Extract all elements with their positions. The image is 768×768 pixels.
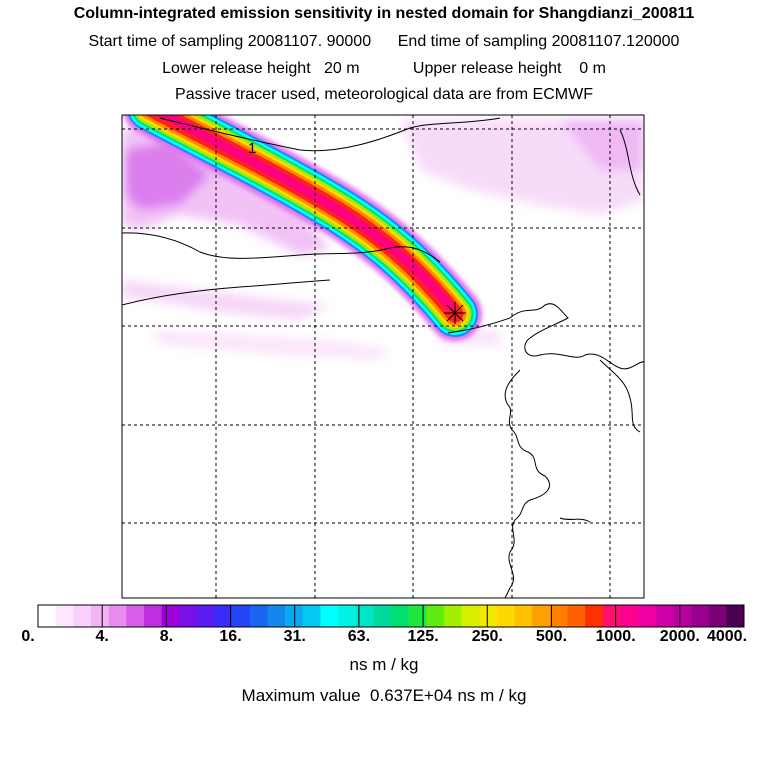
colorbar-cell xyxy=(355,605,374,627)
chart-title: Column-integrated emission sensitivity i… xyxy=(73,5,695,22)
colorbar-cell xyxy=(249,605,268,627)
colorbar-cell xyxy=(90,605,109,627)
release-site-marker xyxy=(444,302,466,324)
colorbar-cell xyxy=(179,605,198,627)
contour-label: 1 xyxy=(248,140,256,157)
colorbar-cell xyxy=(143,605,162,627)
colorbar-tick-label: 8. xyxy=(159,628,174,645)
colorbar-cell xyxy=(196,605,215,627)
colorbar-cell xyxy=(320,605,339,627)
colorbar-tick-label: 500. xyxy=(535,628,568,645)
colorbar-units: ns m / kg xyxy=(349,655,419,674)
colorbar-cell xyxy=(638,605,657,627)
colorbar-cell xyxy=(38,605,56,627)
lat-lon-grid xyxy=(122,115,644,598)
colorbar-cell xyxy=(673,605,692,627)
colorbar-cell xyxy=(391,605,409,627)
colorbar-cell xyxy=(426,605,445,627)
colorbar-cell xyxy=(232,605,251,627)
colorbar-cell xyxy=(602,605,621,627)
colorbar-cell xyxy=(338,605,356,627)
colorbar-cell xyxy=(73,605,92,627)
colorbar-cell xyxy=(373,605,392,627)
colorbar-cell xyxy=(126,605,145,627)
colorbar-cell xyxy=(549,605,568,627)
colorbar-cell xyxy=(55,605,74,627)
colorbar-tick-label: 4000. xyxy=(706,628,748,645)
colorbar-tick-label: 125. xyxy=(407,628,439,645)
colorbar-tick-label: 16. xyxy=(219,628,242,645)
colorbar-cell xyxy=(708,605,727,627)
colorbar-tick-label: 63. xyxy=(347,628,371,645)
colorbar-cell xyxy=(567,605,586,627)
colorbar-cell xyxy=(285,605,304,627)
colorbar-cell xyxy=(620,605,639,627)
colorbar-cell xyxy=(161,605,180,627)
maximum-value: Maximum value 0.637E+04 ns m / kg xyxy=(241,686,527,705)
colorbar-cell xyxy=(443,605,462,627)
tracer-info: Passive tracer used, meteorological data… xyxy=(175,86,593,103)
colorbar-tick-label: 2000. xyxy=(659,628,700,645)
colorbar-cell xyxy=(496,605,515,627)
colorbar-cell xyxy=(267,605,286,627)
colorbar-cell xyxy=(479,605,498,627)
colorbar-cell xyxy=(214,605,233,627)
colorbar-cell xyxy=(726,605,745,627)
map-frame xyxy=(121,114,645,599)
colorbar-cell xyxy=(408,605,427,627)
sampling-times: Start time of sampling 20081107. 90000 E… xyxy=(88,33,680,50)
colorbar-cell xyxy=(514,605,533,627)
colorbar-tick-label: 250. xyxy=(471,628,503,645)
release-heights: Lower release height 20 m Upper release … xyxy=(162,60,606,77)
low-sensitivity-field xyxy=(122,118,644,360)
colorbar-cell xyxy=(108,605,127,627)
colorbar-cell xyxy=(532,605,551,627)
colorbar-tick-label: 0. xyxy=(21,628,35,645)
colorbar-tick-label: 1000. xyxy=(595,628,636,645)
colorbar-frame xyxy=(37,604,745,628)
sensitivity-plume xyxy=(123,115,482,341)
colorbar-tick-label: 31. xyxy=(283,628,306,645)
colorbar-cell xyxy=(655,605,674,627)
colorbar-cell xyxy=(302,605,321,627)
colorbar-cell xyxy=(461,605,480,627)
colorbar-cell xyxy=(585,605,604,627)
coastlines xyxy=(122,117,644,598)
colorbar-tick-label: 4. xyxy=(95,628,109,645)
colorbar-cell xyxy=(691,605,709,627)
